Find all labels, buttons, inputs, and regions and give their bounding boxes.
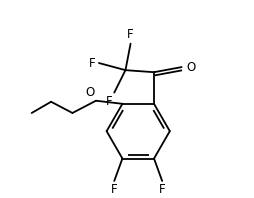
- Text: F: F: [127, 28, 134, 41]
- Text: F: F: [111, 183, 118, 196]
- Text: F: F: [159, 183, 165, 196]
- Text: O: O: [85, 86, 94, 99]
- Text: F: F: [89, 56, 96, 69]
- Text: O: O: [187, 61, 196, 74]
- Text: F: F: [106, 95, 112, 108]
